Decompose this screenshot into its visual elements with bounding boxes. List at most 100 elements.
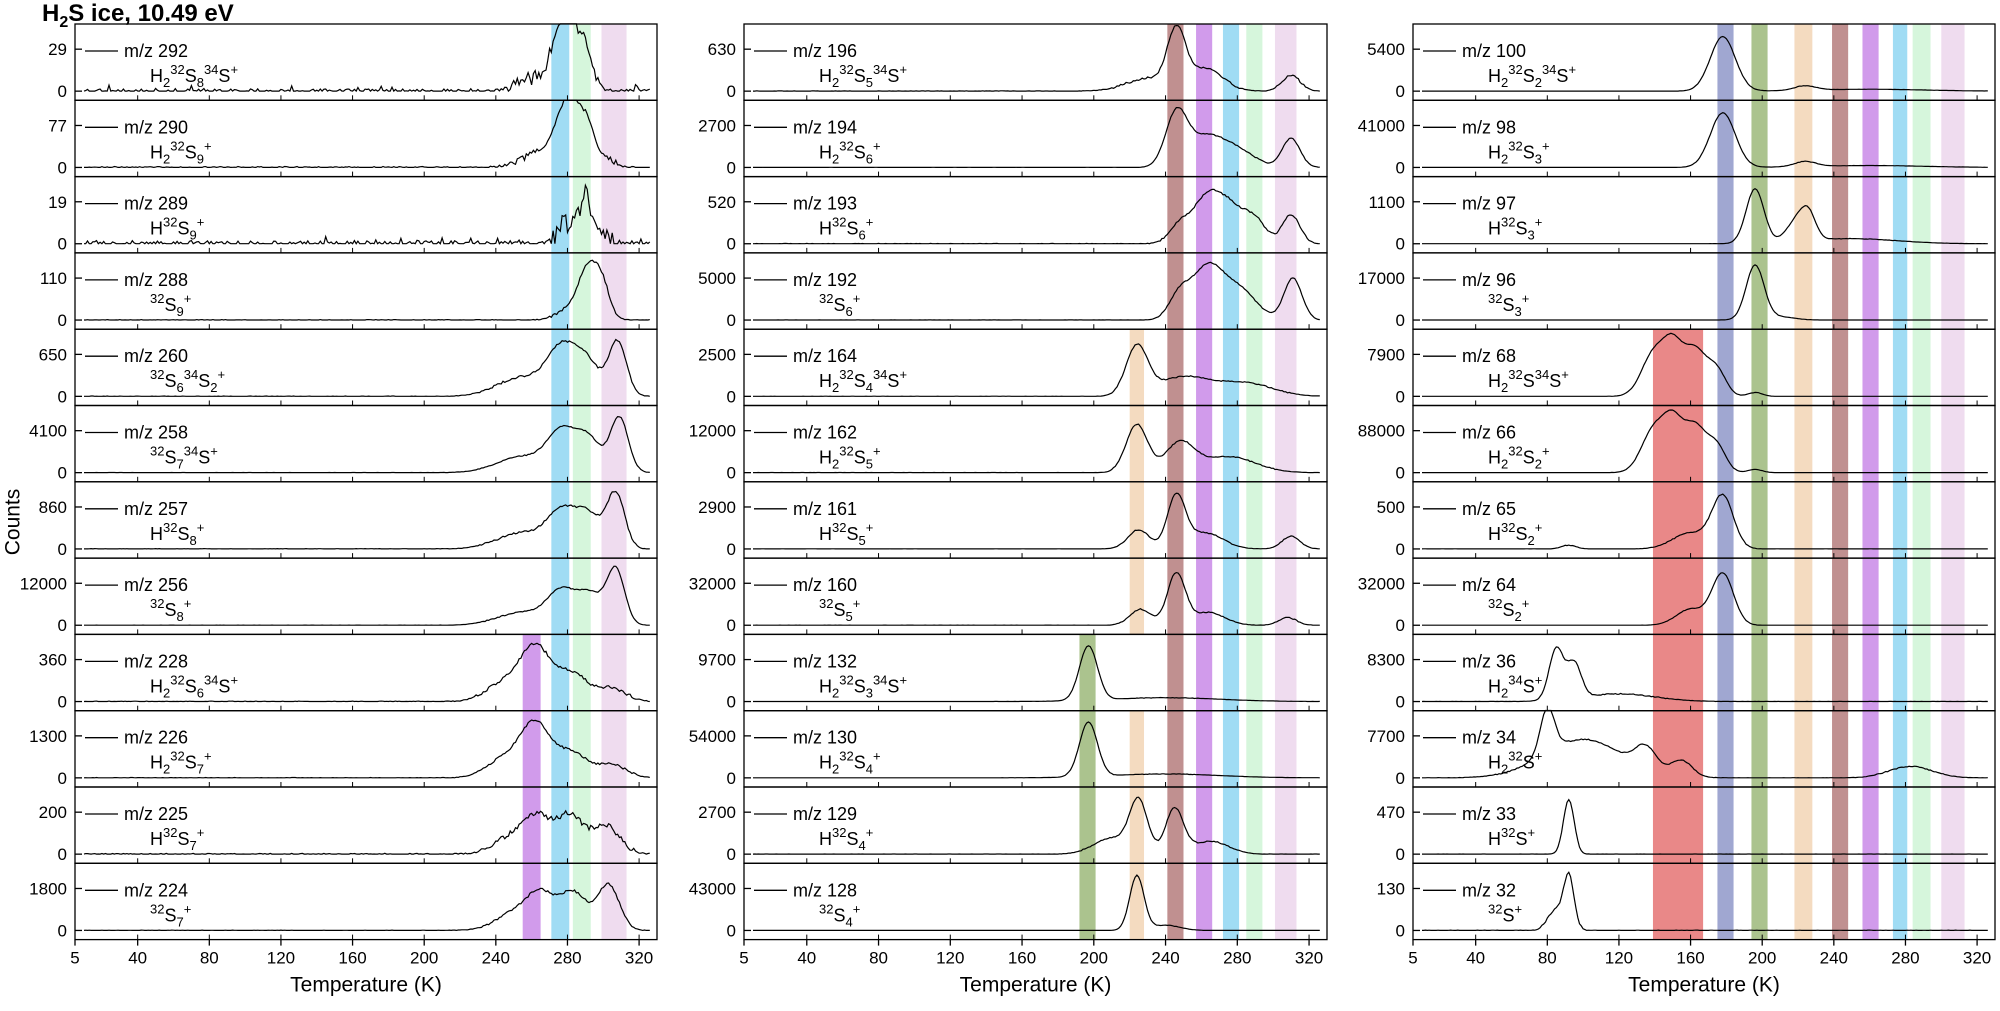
formula-label: H2​32​S6​+​ (819, 138, 881, 166)
band-peach-6 (1794, 481, 1813, 559)
mz-label: m/z 193 (793, 194, 857, 214)
band-mint-6 (572, 481, 591, 559)
band-peach-10 (1794, 787, 1813, 864)
band-pink-8 (601, 634, 627, 711)
panel-frame (74, 862, 658, 941)
band-purple-1 (1862, 100, 1879, 177)
band-brown-10 (1832, 787, 1849, 864)
y-tick-label-top: 29 (48, 40, 67, 59)
y-tick-label-bottom: 0 (1396, 464, 1405, 483)
formula-label: 32​S7​+​ (150, 901, 191, 929)
y-tick-label-top: 41000 (1358, 116, 1405, 135)
band-brown-7 (1832, 558, 1849, 635)
mz-label: m/z 288 (124, 270, 188, 290)
y-tick-label-bottom: 0 (727, 387, 736, 406)
band-pink-0 (601, 24, 627, 101)
band-cyan-3 (1222, 252, 1240, 330)
band-pink-6 (1941, 481, 1965, 559)
y-tick-label-bottom: 0 (1396, 845, 1405, 864)
trace-line (84, 415, 650, 474)
band-purple-10 (1862, 787, 1879, 864)
band-purple-9 (522, 710, 541, 787)
band-mint-9 (1912, 710, 1931, 787)
trace-line (753, 188, 1320, 245)
band-peach-5 (1129, 405, 1145, 482)
band-olive-7 (1751, 558, 1768, 635)
band-mint-1 (572, 100, 591, 177)
band-pink-5 (1274, 405, 1297, 482)
y-tick-label-top: 5000 (698, 269, 736, 288)
y-tick-label-top: 43000 (689, 879, 736, 898)
band-pink-4 (601, 329, 627, 406)
band-cyan-2 (1892, 176, 1908, 253)
band-cyan-8 (1222, 634, 1240, 711)
mz-label: m/z 258 (124, 423, 188, 443)
y-tick-label-top: 2700 (698, 803, 736, 822)
trace-line (1422, 187, 1988, 245)
y-tick-label-top: 32000 (689, 574, 736, 593)
mz-label: m/z 192 (793, 270, 857, 290)
y-tick-label-top: 2900 (698, 498, 736, 517)
band-purple-3 (1196, 252, 1213, 330)
x-tick-label: 80 (869, 949, 888, 968)
band-pink-7 (601, 558, 627, 635)
mz-label: m/z 226 (124, 728, 188, 748)
band-blue-11 (1717, 863, 1734, 940)
band-blue-6 (1717, 481, 1734, 559)
y-tick-label-top: 110 (40, 269, 67, 288)
band-purple-2 (1196, 176, 1213, 253)
band-cyan-5 (1892, 405, 1908, 482)
formula-label: H32​S+​ (1488, 825, 1535, 849)
band-pink-9 (1274, 710, 1297, 787)
band-mint-9 (572, 710, 591, 787)
band-brown-3 (1832, 252, 1849, 330)
mz-label: m/z 32 (1462, 880, 1516, 900)
band-peach-1 (1794, 100, 1813, 177)
x-tick-label: 240 (1820, 949, 1848, 968)
mz-label: m/z 128 (793, 880, 857, 900)
band-peach-9 (1129, 710, 1145, 787)
band-mint-11 (1246, 863, 1263, 940)
band-blue-0 (1717, 24, 1734, 101)
y-tick-label-top: 7700 (1367, 727, 1405, 746)
band-pink-0 (1941, 24, 1965, 101)
y-tick-label-bottom: 0 (58, 616, 67, 635)
band-pink-4 (1274, 329, 1297, 406)
trace-line (84, 183, 651, 245)
y-tick-label-bottom: 0 (1396, 82, 1405, 101)
formula-label: H2​32​S34​S+​ (1488, 367, 1569, 395)
band-mint-7 (1246, 558, 1263, 635)
x-tick-label: 160 (1008, 949, 1036, 968)
band-cyan-0 (1892, 24, 1908, 101)
band-mint-8 (1246, 634, 1263, 711)
y-tick-label-bottom: 0 (58, 311, 67, 330)
trace-line (1422, 709, 1988, 779)
x-axis-label: Temperature (K) (1628, 974, 1780, 997)
band-red-10 (1652, 787, 1704, 864)
band-cyan-4 (1892, 329, 1908, 406)
band-purple-6 (1862, 481, 1879, 559)
band-purple-11 (1196, 863, 1213, 940)
formula-label: 32​S6​+​ (819, 291, 860, 319)
x-tick-label: 320 (1295, 949, 1323, 968)
x-tick-label: 40 (1466, 949, 1485, 968)
band-blue-10 (1717, 787, 1734, 864)
panel-frame (743, 862, 1328, 941)
band-mint-5 (572, 405, 591, 482)
band-cyan-3 (551, 252, 570, 330)
formula-label: 32​S6​34​S2​+​ (150, 367, 225, 395)
band-brown-4 (1167, 329, 1184, 406)
band-blue-4 (1717, 329, 1734, 406)
y-tick-label-top: 32000 (1358, 574, 1405, 593)
band-blue-1 (1717, 100, 1734, 177)
mz-label: m/z 64 (1462, 575, 1516, 595)
band-olive-5 (1751, 405, 1768, 482)
band-red-4 (1652, 329, 1704, 406)
y-tick-label-bottom: 0 (727, 311, 736, 330)
mz-label: m/z 194 (793, 117, 857, 137)
